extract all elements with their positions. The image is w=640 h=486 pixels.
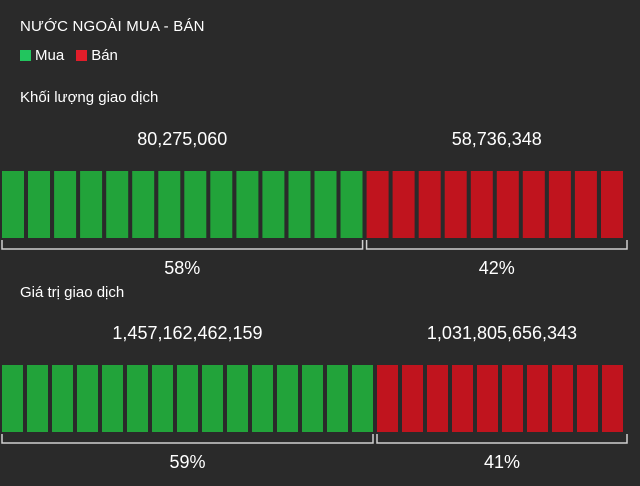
value-buy-segment	[127, 365, 148, 432]
legend-label-buy: Mua	[35, 47, 65, 64]
value-sell-segment	[552, 365, 573, 432]
volume-buy-segment	[210, 171, 233, 238]
value-buy-segment	[277, 365, 298, 432]
volume-buy-percent: 58%	[164, 258, 201, 278]
value-sell-segment	[502, 365, 523, 432]
value-buy-value: 1,457,162,462,159	[112, 323, 263, 343]
volume-sell-value: 58,736,348	[451, 129, 542, 149]
volume-sell-segment	[574, 171, 597, 238]
volume-sell-segment	[496, 171, 519, 238]
panel-title: NƯỚC NGOÀI MUA - BÁN	[20, 18, 205, 35]
volume-sell-segment	[548, 171, 571, 238]
volume-buy-segment	[288, 171, 311, 238]
value-buy-segment	[102, 365, 123, 432]
value-buy-segment	[52, 365, 73, 432]
legend-item-buy: Mua	[20, 47, 64, 64]
volume-buy-segment	[314, 171, 337, 238]
volume-buy-segment	[132, 171, 155, 238]
volume-buy-segment	[340, 171, 363, 238]
value-sell-segment	[477, 365, 498, 432]
volume-buy-segment	[80, 171, 103, 238]
value-section-title: Giá trị giao dịch	[20, 284, 125, 301]
volume-sell-segment	[418, 171, 441, 238]
legend-label-sell: Bán	[91, 47, 118, 64]
value-buy-segment	[77, 365, 98, 432]
value-buy-segment	[152, 365, 173, 432]
value-buy-segment	[177, 365, 198, 432]
value-buy-percent: 59%	[169, 452, 206, 472]
volume-sell-segment	[392, 171, 415, 238]
volume-sell-percent: 42%	[478, 258, 515, 278]
value-sell-segment	[577, 365, 598, 432]
volume-section-title: Khối lượng giao dịch	[20, 89, 159, 106]
value-buy-segment	[227, 365, 248, 432]
value-sell-segment	[402, 365, 423, 432]
value-buy-segment	[252, 365, 273, 432]
volume-buy-segment	[184, 171, 207, 238]
legend: Mua Bán	[20, 47, 130, 64]
value-sell-segment	[427, 365, 448, 432]
value-sell-value: 1,031,805,656,343	[426, 323, 578, 343]
value-buy-segment	[202, 365, 223, 432]
value-sell-percent: 41%	[483, 452, 521, 472]
volume-sell-segment	[470, 171, 493, 238]
volume-sell-segment	[601, 171, 623, 238]
volume-buy-segment	[28, 171, 50, 238]
value-buy-segment	[352, 365, 373, 432]
value-buy-segment	[27, 365, 48, 432]
volume-buy-segment	[236, 171, 259, 238]
volume-sell-segment	[522, 171, 545, 238]
value-buy-bracket	[1, 434, 374, 444]
volume-buy-value: 80,275,060	[137, 129, 228, 149]
volume-buy-segment	[2, 171, 24, 238]
value-sell-segment	[452, 365, 473, 432]
value-buy-segment	[2, 365, 23, 432]
value-sell-bracket	[376, 434, 628, 444]
value-buy-segment	[302, 365, 323, 432]
legend-swatch-sell	[76, 50, 88, 61]
volume-buy-segment	[54, 171, 77, 238]
volume-buy-segment	[262, 171, 285, 238]
legend-item-sell: Bán	[76, 47, 118, 64]
value-buy-segment	[327, 365, 348, 432]
volume-sell-segment	[366, 171, 389, 238]
value-sell-segment	[602, 365, 623, 432]
volume-buy-segment	[158, 171, 181, 238]
legend-swatch-buy	[20, 50, 31, 61]
value-sell-segment	[527, 365, 548, 432]
volume-sell-segment	[444, 171, 467, 238]
volume-sell-bracket	[365, 240, 628, 250]
volume-buy-bracket	[1, 240, 364, 250]
value-sell-segment	[377, 365, 398, 432]
volume-buy-segment	[106, 171, 129, 238]
